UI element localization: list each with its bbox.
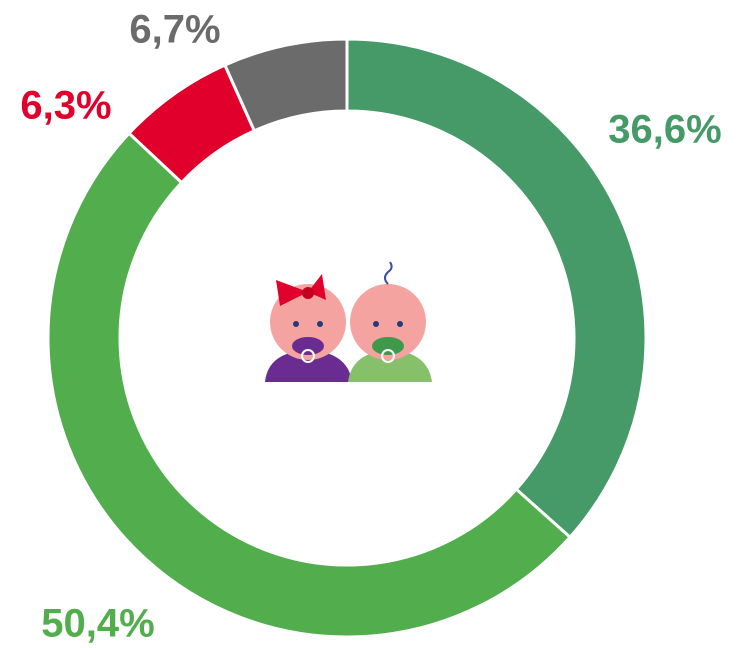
- donut-segment: [126, 63, 257, 185]
- data-label: 50,4%: [41, 602, 154, 646]
- data-label: 6,3%: [20, 84, 111, 128]
- data-label: 36,6%: [608, 108, 721, 152]
- data-label: 6,7%: [129, 8, 220, 52]
- donut-segment: [46, 131, 573, 639]
- donut-segment: [345, 37, 648, 540]
- babies-icon: [265, 261, 432, 382]
